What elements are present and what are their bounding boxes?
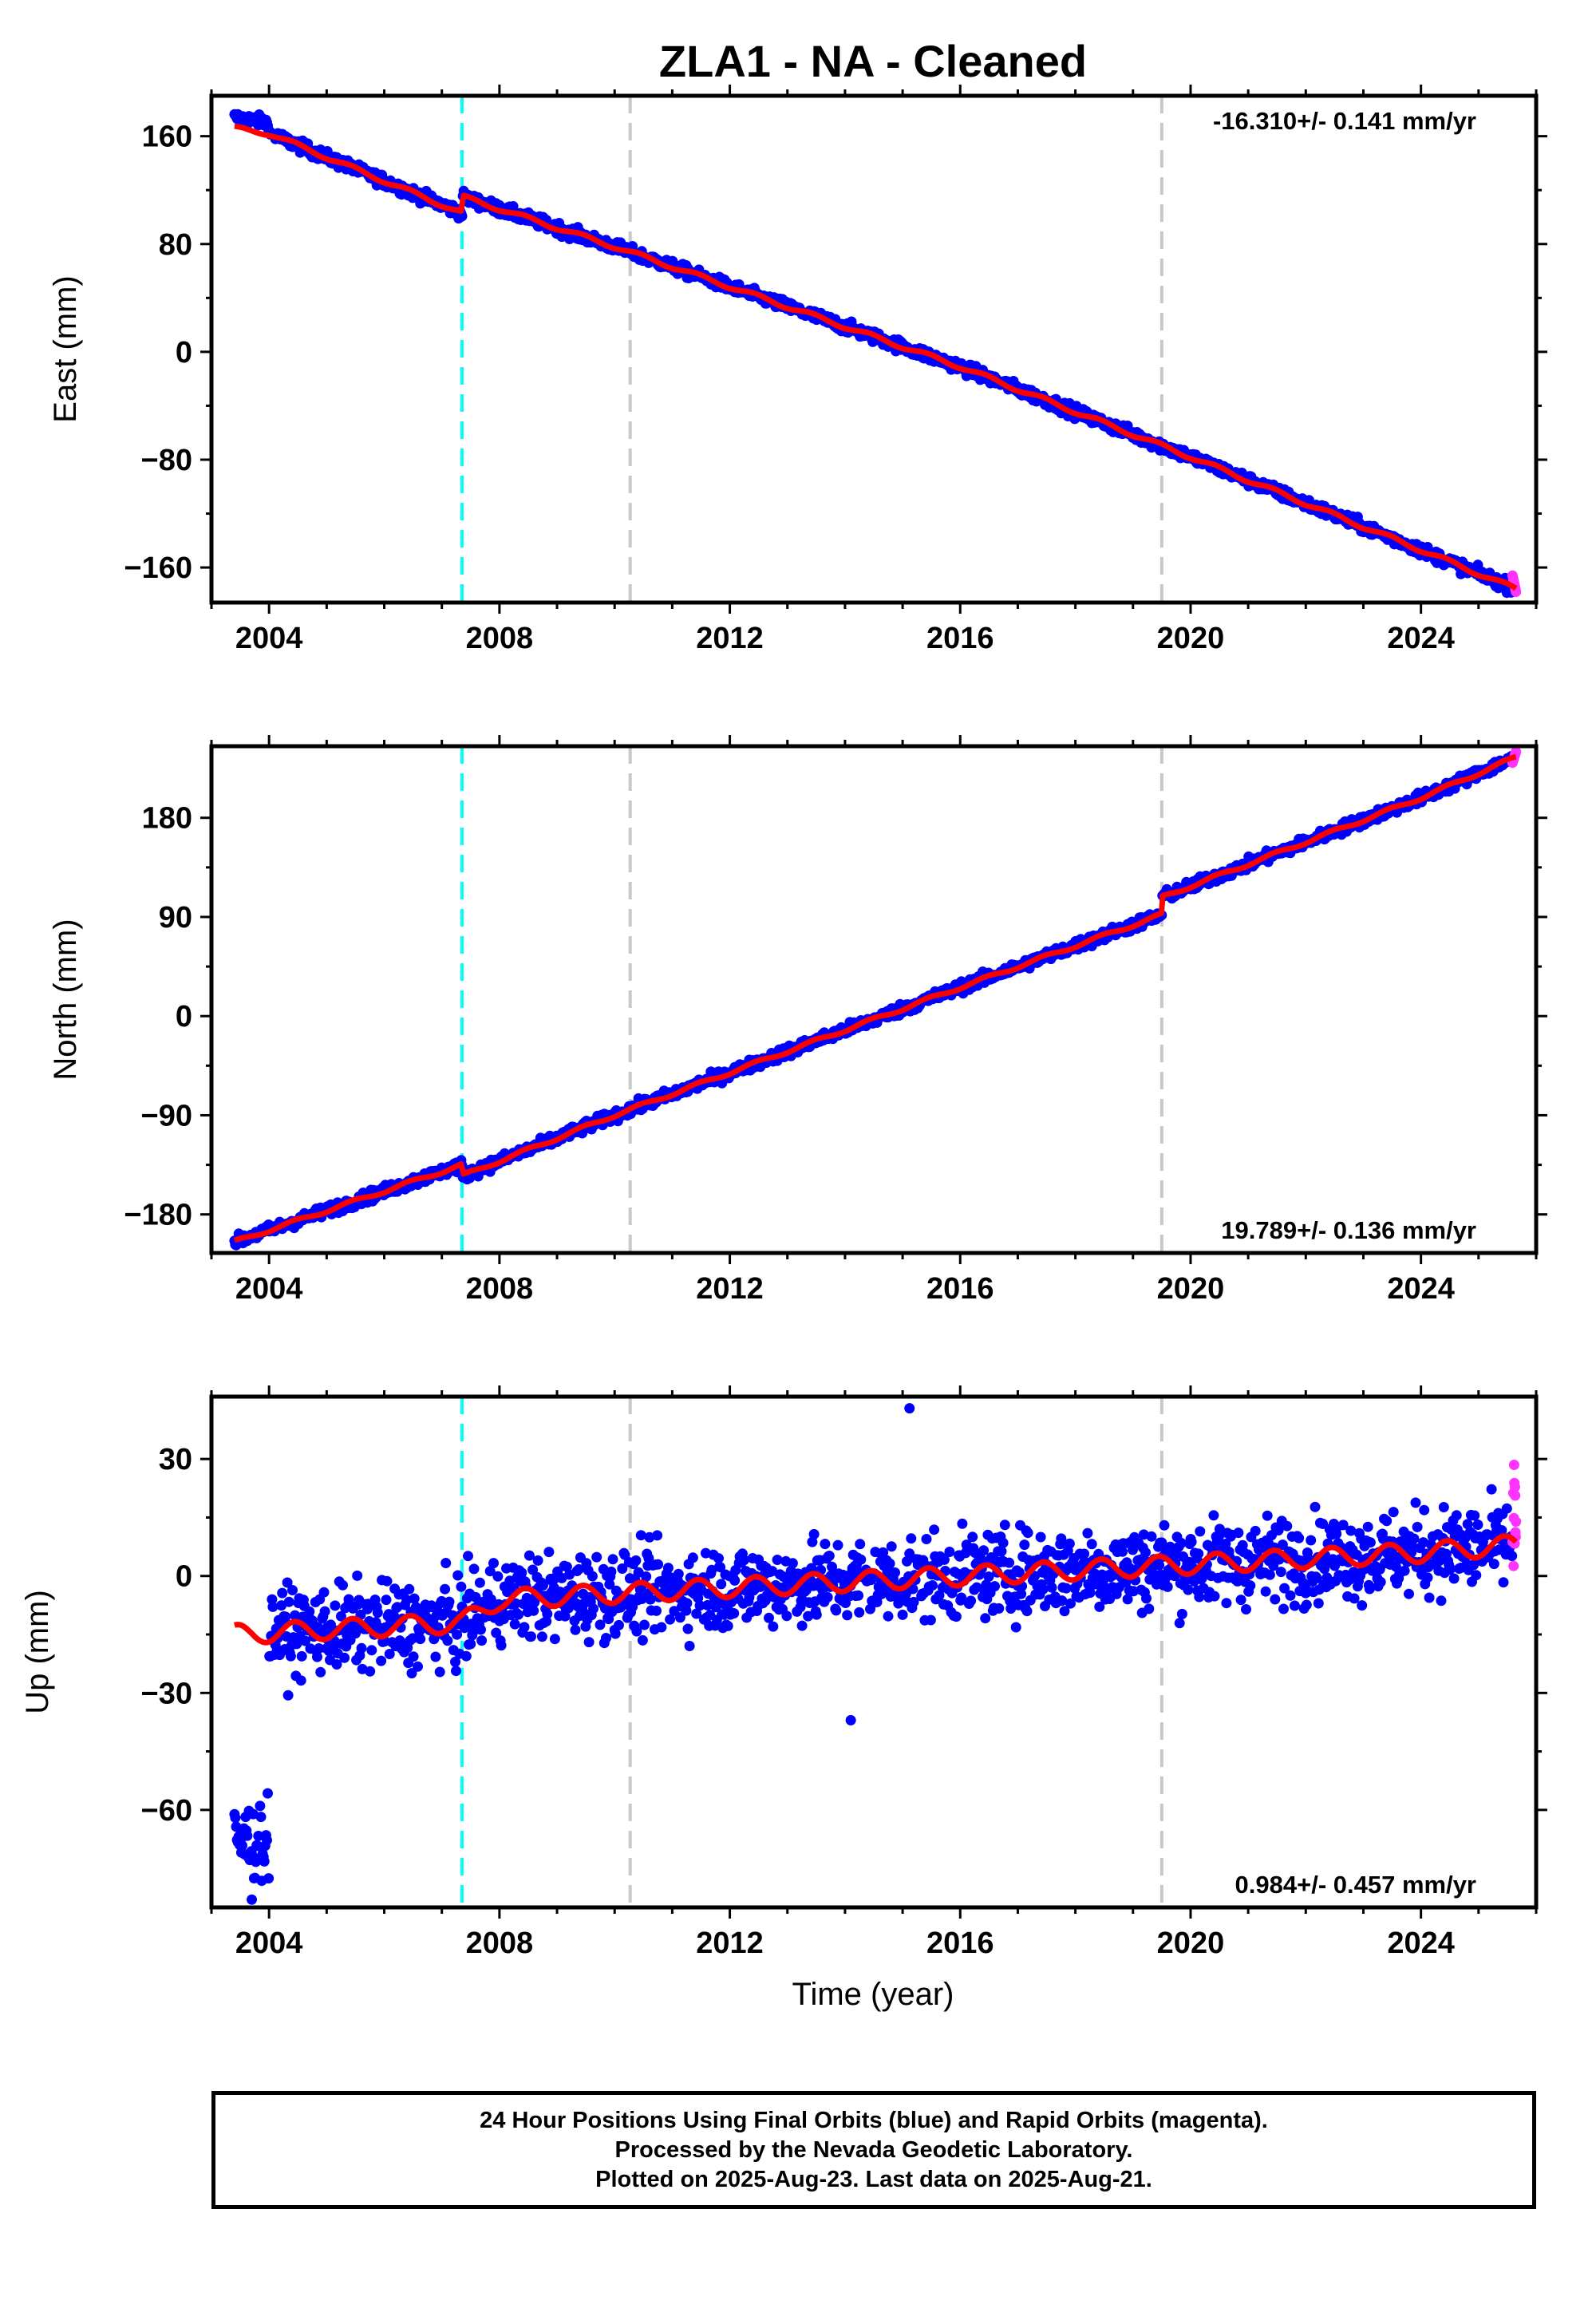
north-y-tick-label: 180 (142, 802, 192, 836)
north-panel: 2004 2008 2012 2016 2020 2024 −180 −90 0 90 180 Nor… (48, 735, 1547, 1306)
north-x-tick-label: 2004 (235, 1272, 303, 1306)
caption-line-3: Plotted on 2025-Aug-23. Last data on 202… (595, 2166, 1152, 2192)
north-y-tick-label: 90 (159, 901, 192, 935)
up-y-tick-label: 30 (159, 1443, 192, 1476)
north-x-tick-label: 2024 (1387, 1272, 1455, 1306)
north-frame (209, 744, 1539, 1255)
north-y-tick-label: −180 (124, 1199, 192, 1232)
north-plot-area (229, 746, 1522, 1253)
up-x-tick-label: 2016 (926, 1927, 994, 1960)
up-x-tick-label: 2024 (1387, 1927, 1455, 1960)
up-x-tick-label: 2004 (235, 1927, 303, 1960)
up-x-tick-label: 2012 (696, 1927, 764, 1960)
caption-line-2: Processed by the Nevada Geodetic Laborat… (614, 2136, 1133, 2163)
north-x-tick-label: 2020 (1157, 1272, 1225, 1306)
up-rate-label: 0.984+/- 0.457 mm/yr (1235, 1871, 1476, 1899)
up-y-tick-label: −30 (141, 1677, 192, 1710)
up-x-tick-label: 2008 (466, 1927, 534, 1960)
up-outlier-point-2 (247, 1894, 258, 1905)
up-x-tick-label: 2020 (1157, 1927, 1225, 1960)
up-y-axis-label: Up (mm) (20, 1590, 55, 1714)
panels: 2004 2008 2012 2016 2020 2024 −160 −80 0 80 160 Eas… (20, 85, 1547, 1960)
east-frame (209, 93, 1539, 605)
up-final-orbit-points (229, 1484, 1518, 1887)
north-rate-label: 19.789+/- 0.136 mm/yr (1221, 1216, 1476, 1244)
east-y-tick-label: 160 (142, 121, 192, 154)
east-y-tick-label: 80 (159, 228, 192, 262)
east-model-fit-line (233, 123, 1518, 591)
east-y-axis-label: East (mm) (48, 275, 83, 422)
east-y-tick-label: 0 (176, 336, 192, 370)
east-y-tick-label: −160 (124, 551, 192, 585)
north-y-axis-label: North (mm) (48, 919, 83, 1080)
caption-line-1: 24 Hour Positions Using Final Orbits (bl… (480, 2107, 1268, 2133)
east-x-tick-label: 2020 (1157, 622, 1225, 655)
caption-box: 24 Hour Positions Using Final Orbits (bl… (211, 2091, 1536, 2209)
east-x-tick-label: 2016 (926, 622, 994, 655)
up-panel: 2004 2008 2012 2016 2020 2024 −60 −30 0 30 Up (mm)… (20, 1385, 1547, 1960)
north-y-tick-label: −90 (141, 1099, 192, 1132)
north-x-tick-label: 2016 (926, 1272, 994, 1306)
up-plot-area (229, 1397, 1522, 1907)
east-x-tick-label: 2008 (466, 622, 534, 655)
east-x-tick-label: 2004 (235, 622, 303, 655)
x-axis-label: Time (year) (792, 1977, 954, 2012)
up-y-tick-label: −60 (141, 1794, 192, 1828)
east-rate-label: -16.310+/- 0.141 mm/yr (1213, 107, 1476, 135)
north-x-tick-label: 2008 (466, 1272, 534, 1306)
north-final-orbit-points (229, 751, 1518, 1251)
up-model-fit-line (233, 1533, 1519, 1646)
north-y-tick-label: 0 (176, 1000, 192, 1034)
east-panel: 2004 2008 2012 2016 2020 2024 −160 −80 0 80 160 Eas… (48, 85, 1547, 655)
east-final-orbit-points (229, 109, 1518, 599)
east-x-tick-label: 2024 (1387, 622, 1455, 655)
north-x-tick-label: 2012 (696, 1272, 764, 1306)
up-outlier-point-0 (904, 1403, 915, 1414)
up-frame (209, 1394, 1539, 1910)
chart-title: ZLA1 - NA - Cleaned (659, 36, 1087, 86)
up-outlier-point-1 (845, 1714, 856, 1725)
up-y-tick-label: 0 (176, 1560, 192, 1594)
east-plot-area (229, 96, 1522, 603)
east-x-tick-label: 2012 (696, 622, 764, 655)
north-model-fit-line (233, 753, 1518, 1243)
east-y-tick-label: −80 (141, 444, 192, 477)
